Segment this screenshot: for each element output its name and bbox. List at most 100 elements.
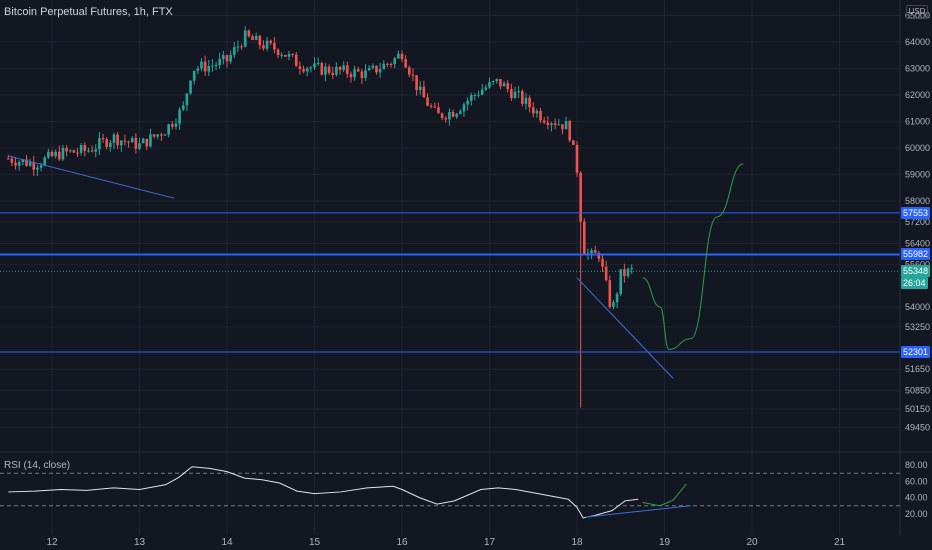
candle-body-104: [386, 63, 389, 65]
candle-body-51: [192, 70, 196, 81]
candle-body-151: [557, 124, 561, 126]
y-tick-61000: 61000: [905, 116, 930, 126]
candle-body-125: [462, 104, 466, 112]
candle-body-153: [564, 121, 568, 130]
candle-body-146: [539, 110, 542, 121]
candle-body-17: [68, 150, 72, 152]
candle-body-70: [262, 45, 265, 49]
candle-body-167: [615, 293, 619, 303]
candle-body-164: [604, 266, 608, 281]
candle-body-92: [342, 65, 345, 70]
y-tick-50850: 50850: [905, 385, 930, 395]
x-tick-14: 14: [221, 537, 233, 548]
rsi-pane: 80.00 60.00 40.00 20.00: [0, 460, 928, 519]
candle-body-41: [156, 134, 160, 137]
y-tick-59000: 59000: [905, 169, 930, 179]
candle-body-32: [123, 140, 127, 142]
candle-body-68: [254, 35, 258, 40]
candle-body-117: [433, 106, 437, 108]
candle-body-64: [240, 46, 243, 48]
candle-body-166: [612, 302, 615, 307]
candle-body-33: [127, 141, 130, 143]
candle-body-49: [185, 93, 189, 106]
x-tick-17: 17: [484, 537, 496, 548]
candle-body-106: [393, 58, 397, 65]
candle-body-152: [561, 124, 564, 130]
candle-body-132: [488, 82, 491, 88]
candle-body-43: [163, 134, 167, 136]
x-tick-21: 21: [834, 537, 846, 548]
candle-body-63: [236, 46, 240, 48]
candle-body-163: [601, 258, 604, 267]
candle-body-1: [10, 158, 14, 163]
candle-body-76: [284, 54, 287, 57]
candle-body-136: [502, 83, 506, 87]
candle-body-46: [174, 123, 178, 127]
candle-body-154: [568, 121, 572, 141]
candles: [6, 26, 633, 408]
candle-body-150: [553, 123, 557, 125]
y-tick-51650: 51650: [905, 364, 930, 374]
candle-body-24: [94, 149, 98, 152]
candle-body-62: [232, 47, 236, 55]
candle-body-102: [378, 69, 382, 73]
candle-body-155: [572, 140, 575, 145]
candle-body-157: [579, 172, 582, 222]
candle-body-135: [499, 78, 502, 87]
candle-body-149: [550, 123, 553, 126]
candle-body-148: [546, 122, 550, 126]
trendline-1: [576, 277, 674, 379]
candle-body-58: [218, 58, 222, 65]
candle-body-22: [87, 150, 90, 152]
candle-body-112: [415, 75, 418, 91]
candle-body-109: [404, 59, 407, 68]
candle-body-90: [335, 66, 338, 75]
candle-body-34: [130, 137, 134, 143]
candle-body-73: [273, 42, 276, 50]
x-tick-20: 20: [746, 537, 758, 548]
last-price-tag: 55348: [901, 265, 931, 278]
candle-body-65: [243, 30, 247, 47]
candle-body-40: [152, 134, 156, 137]
y-tick-65000: 65000: [905, 11, 930, 21]
candle-body-147: [542, 120, 546, 123]
candle-body-143: [528, 97, 531, 108]
candle-body-138: [510, 88, 513, 99]
candle-body-36: [138, 143, 141, 149]
rsi-series-1: [642, 483, 687, 507]
y-tick-60000: 60000: [905, 143, 930, 153]
candle-body-170: [626, 268, 630, 277]
candle-body-30: [116, 134, 119, 146]
candle-body-98: [364, 70, 367, 79]
candle-body-111: [411, 74, 415, 76]
candle-body-97: [360, 71, 364, 79]
candle-body-12: [50, 151, 54, 157]
candle-body-134: [495, 78, 499, 82]
x-tick-13: 13: [134, 537, 146, 548]
candle-body-139: [513, 91, 517, 99]
candle-body-171: [630, 268, 633, 270]
currency-badge[interactable]: USD: [906, 5, 928, 19]
candle-body-5: [25, 159, 28, 166]
candle-body-82: [305, 68, 309, 72]
y-tick-49450: 49450: [905, 423, 930, 433]
candle-body-91: [338, 66, 342, 70]
candle-body-39: [149, 134, 152, 147]
candle-body-47: [178, 109, 181, 124]
trendline-0: [8, 155, 175, 199]
candle-body-168: [619, 269, 623, 294]
y-tick-64000: 64000: [905, 37, 930, 47]
candle-body-18: [72, 150, 76, 153]
candle-body-100: [371, 65, 375, 68]
candle-body-67: [251, 36, 254, 40]
x-tick-16: 16: [396, 537, 408, 548]
candle-body-137: [506, 83, 510, 89]
candle-body-129: [477, 94, 480, 96]
candle-body-160: [590, 250, 593, 254]
candle-body-61: [229, 54, 232, 62]
candle-body-80: [298, 66, 302, 70]
y-tick-63000: 63000: [905, 63, 930, 73]
candle-body-86: [320, 62, 324, 75]
candle-body-77: [287, 53, 291, 57]
